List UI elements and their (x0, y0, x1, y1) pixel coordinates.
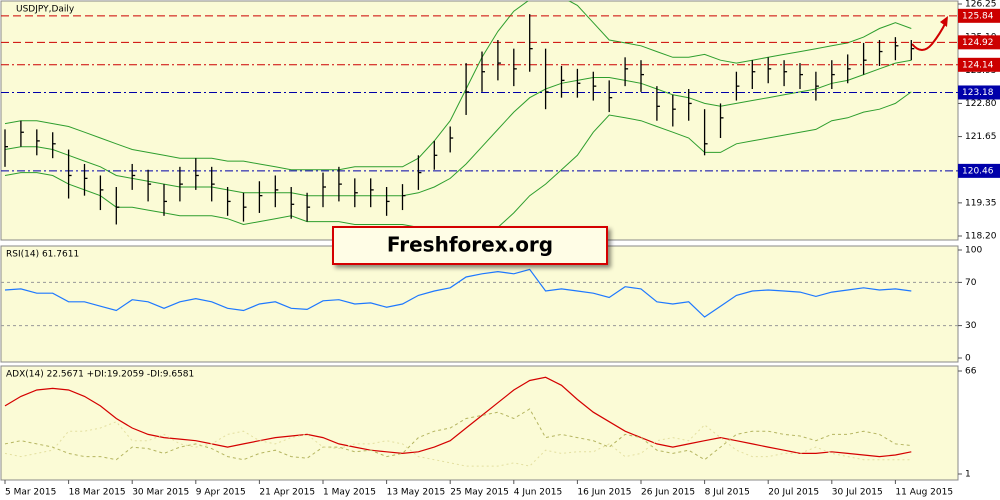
panel-title: USDJPY,Daily (16, 5, 75, 15)
y-tick-label: 118.20 (965, 232, 997, 242)
x-tick-label: 30 Jul 2015 (832, 488, 883, 498)
y-tick-label: 66 (965, 367, 977, 377)
panel-plot (4, 376, 912, 467)
watermark-box (332, 226, 608, 265)
x-tick-label: 1 May 2015 (323, 488, 376, 498)
forecast-arrow (911, 21, 947, 51)
x-tick-label: 20 Jul 2015 (768, 488, 819, 498)
panel-plot (1, 268, 958, 327)
y-tick-label: 121.65 (965, 132, 997, 142)
y-tick-label: 119.35 (965, 198, 997, 208)
band-line (4, 59, 912, 197)
y-tick-label: 126.25 (965, 0, 997, 10)
level-label-box (958, 163, 1000, 178)
series-line (4, 421, 912, 467)
x-tick-label: 13 May 2015 (387, 488, 446, 498)
x-tick-label: 26 Jun 2015 (641, 488, 695, 498)
level-label: 123.18 (962, 88, 994, 98)
panel-plot (1, 1, 958, 240)
x-tick-label: 11 Aug 2015 (895, 488, 953, 498)
x-tick-label: 25 May 2015 (450, 488, 509, 498)
x-tick-label: 18 Mar 2015 (69, 488, 126, 498)
y-tick-label: 122.80 (965, 99, 997, 109)
series-line (4, 376, 912, 458)
x-tick-label: 4 Jun 2015 (514, 488, 562, 498)
rsi-panel (0, 245, 959, 363)
level-label: 124.92 (962, 38, 994, 48)
level-label: 120.46 (962, 166, 994, 176)
level-label-box (958, 57, 1000, 72)
arrow-head (940, 16, 948, 27)
band-line (4, 1, 912, 171)
y-tick-label: 30 (965, 321, 977, 331)
price-panel (0, 0, 959, 241)
y-tick-label: 1 (965, 470, 971, 480)
level-label-box (958, 35, 1000, 50)
x-tick-label: 9 Apr 2015 (196, 488, 246, 498)
series-line (4, 408, 912, 461)
x-tick-label: 8 Jul 2015 (705, 488, 750, 498)
level-label-box (958, 8, 1000, 23)
panel-title: RSI(14) 61.7611 (6, 250, 79, 260)
watermark: Freshforex.org (332, 226, 608, 265)
y-tick-label: 0 (965, 354, 971, 364)
y-tick-label: 70 (965, 278, 977, 288)
level-label: 124.14 (962, 60, 994, 70)
x-tick-label: 16 Jun 2015 (577, 488, 631, 498)
x-tick-label: 21 Apr 2015 (259, 488, 315, 498)
level-label-box (958, 85, 1000, 100)
panel-title: ADX(14) 22.5671 +DI:19.2059 -DI:9.6581 (6, 370, 194, 380)
x-tick-label: 5 Mar 2015 (5, 488, 56, 498)
series-line (4, 268, 912, 318)
level-label: 125.84 (962, 11, 994, 21)
x-tick-label: 30 Mar 2015 (132, 488, 189, 498)
watermark-text: Freshforex.org (387, 233, 553, 257)
adx-panel (0, 365, 959, 481)
y-tick-label: 100 (965, 246, 982, 256)
